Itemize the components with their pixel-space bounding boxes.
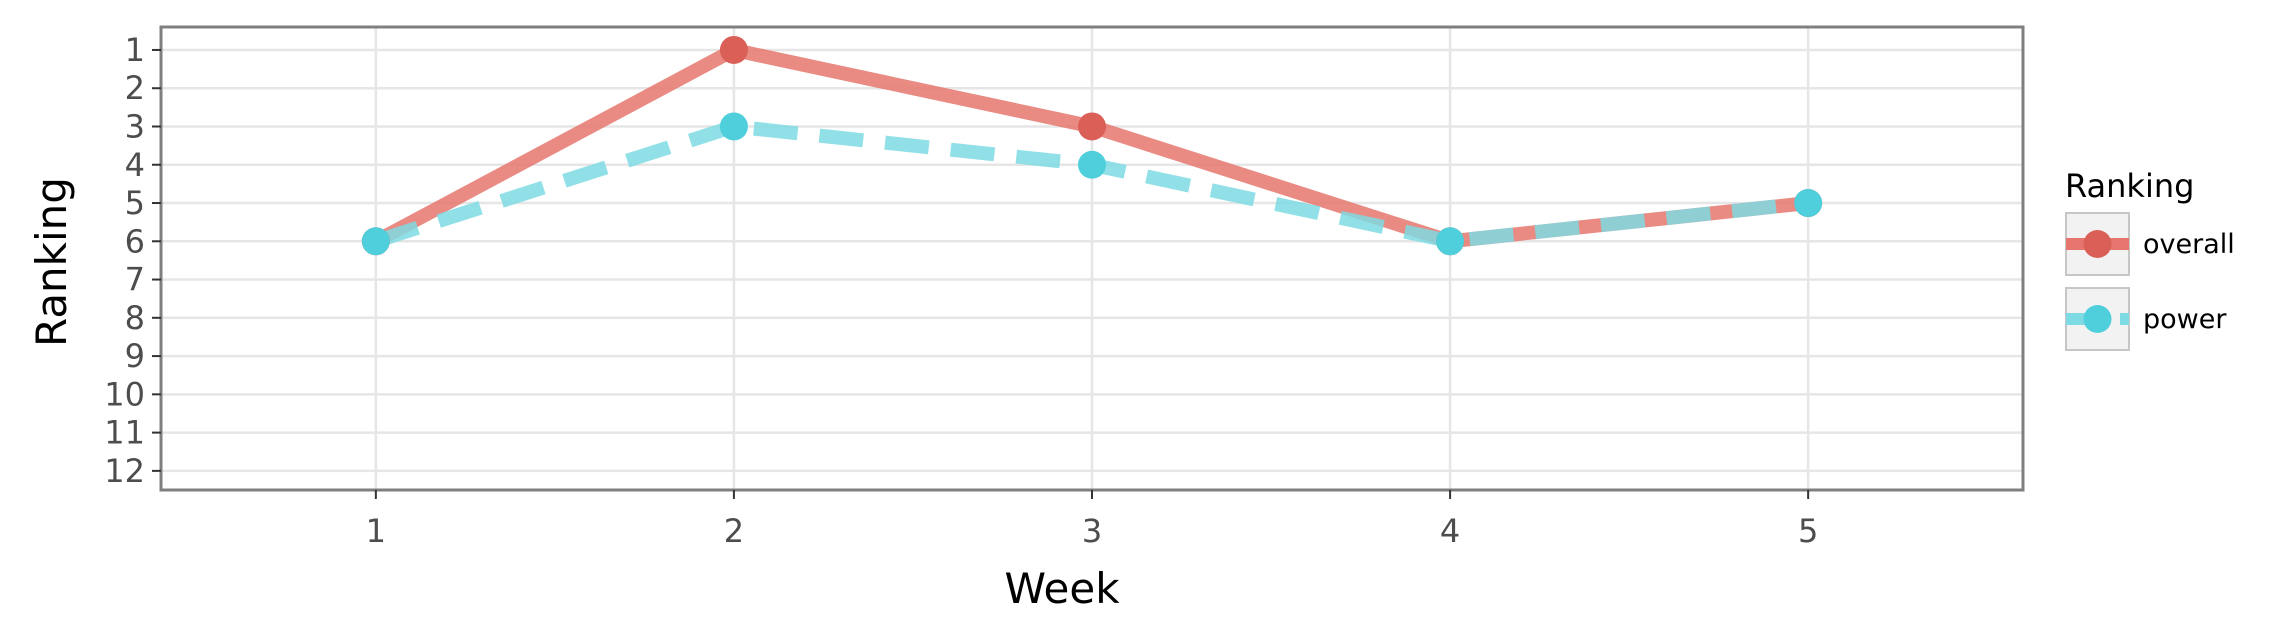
series-points xyxy=(361,35,1823,256)
y-tick-label: 7 xyxy=(125,261,145,299)
legend-item-overall: overall xyxy=(2065,212,2235,276)
data-point-power xyxy=(1794,189,1823,218)
legend-point-overall xyxy=(2083,230,2112,258)
data-point-overall xyxy=(719,35,748,64)
x-tick-label: 3 xyxy=(1082,512,1102,550)
grid-lines xyxy=(161,27,2023,490)
legend-label-overall: overall xyxy=(2143,229,2235,260)
y-tick-label: 2 xyxy=(125,69,145,107)
data-point-power xyxy=(1436,227,1465,256)
y-tick-label: 3 xyxy=(125,107,145,145)
y-tick-label: 8 xyxy=(125,299,145,337)
data-point-power xyxy=(361,227,390,256)
y-tick-label: 9 xyxy=(125,337,145,375)
y-tick-label: 10 xyxy=(104,375,145,413)
legend: Ranking overall power xyxy=(2065,167,2235,351)
y-tick-label: 12 xyxy=(104,452,145,490)
x-tick-label: 2 xyxy=(724,512,744,550)
y-axis-title: Ranking xyxy=(27,177,76,347)
data-point-overall xyxy=(1078,112,1106,141)
legend-label-power: power xyxy=(2143,304,2227,335)
x-axis-title: Week xyxy=(1004,564,1120,613)
x-tick-label: 4 xyxy=(1440,512,1460,550)
y-tick-label: 5 xyxy=(125,184,145,222)
y-tick-label: 6 xyxy=(125,222,145,260)
legend-title: Ranking xyxy=(2065,167,2194,205)
x-tick-label: 1 xyxy=(366,512,386,550)
y-tick-label: 1 xyxy=(125,31,145,69)
x-tick-label: 5 xyxy=(1798,512,1818,550)
y-tick-label: 11 xyxy=(104,414,145,452)
legend-item-power: power xyxy=(2065,287,2227,351)
data-point-power xyxy=(1078,150,1106,179)
legend-point-power xyxy=(2083,305,2112,333)
y-tick-label: 4 xyxy=(125,146,145,184)
data-point-power xyxy=(719,112,748,141)
